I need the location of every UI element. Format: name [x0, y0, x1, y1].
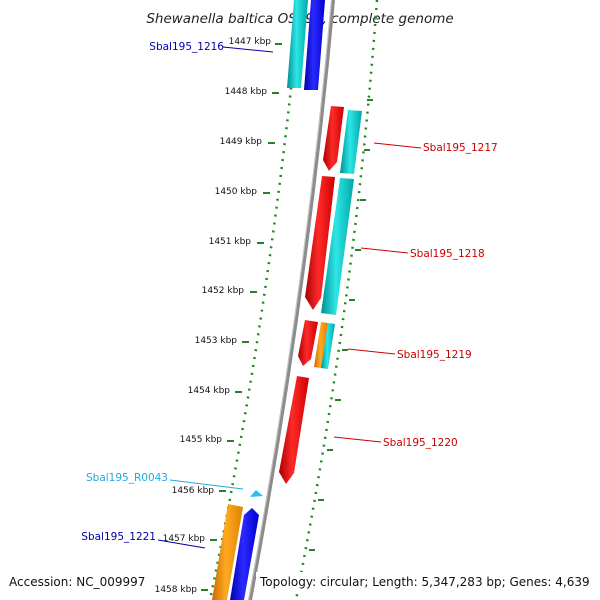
- kbp-tick-1456: 1456 kbp: [172, 486, 226, 496]
- kbp-label: 1450 kbp: [215, 187, 258, 197]
- kbp-tick-1449: 1449 kbp: [220, 137, 275, 147]
- gene-sbal195-1216[interactable]: [287, 0, 325, 90]
- kbp-tick-1455: 1455 kbp: [180, 435, 234, 445]
- label-sbal195-1217[interactable]: Sbal195_1217: [423, 142, 498, 154]
- rna-sbal195-r0043[interactable]: [250, 490, 263, 497]
- label-sbal195-1221[interactable]: Sbal195_1221: [81, 531, 156, 543]
- kbp-label: 1456 kbp: [172, 486, 215, 496]
- kbp-tick-1451: 1451 kbp: [209, 237, 264, 247]
- accession-text: Accession: NC_009997: [9, 575, 145, 589]
- kbp-tick-1457: 1457 kbp: [163, 534, 217, 544]
- kbp-label: 1448 kbp: [225, 87, 268, 97]
- label-sbal195-r0043[interactable]: Sbal195_R0043: [86, 472, 168, 484]
- kbp-label: 1449 kbp: [220, 137, 263, 147]
- kbp-label: 1458 kbp: [155, 585, 198, 595]
- kbp-label: 1455 kbp: [180, 435, 223, 445]
- kbp-label: 1447 kbp: [229, 37, 272, 47]
- kbp-label: 1457 kbp: [163, 534, 206, 544]
- gene-sbal195-1221[interactable]: [212, 504, 259, 600]
- kbp-tick-1452: 1452 kbp: [202, 286, 257, 296]
- kbp-label: 1451 kbp: [209, 237, 252, 247]
- kbp-tick-1453: 1453 kbp: [195, 336, 249, 346]
- kbp-tick-1448: 1448 kbp: [225, 87, 279, 97]
- label-sbal195-1219[interactable]: Sbal195_1219: [397, 349, 472, 361]
- topology-text: Topology: circular; Length: 5,347,283 bp…: [259, 575, 590, 589]
- gene-sbal195-1219[interactable]: [298, 320, 335, 369]
- kbp-tick-1458: 1458 kbp: [155, 585, 208, 595]
- gene-labels: Sbal195_1216 Sbal195_1217 Sbal195_1218 S…: [81, 41, 498, 549]
- kbp-tick-1454: 1454 kbp: [188, 386, 242, 396]
- label-sbal195-1216[interactable]: Sbal195_1216: [149, 41, 224, 53]
- label-sbal195-1220[interactable]: Sbal195_1220: [383, 437, 458, 449]
- label-sbal195-1218[interactable]: Sbal195_1218: [410, 248, 485, 260]
- genome-backbone: [248, 0, 335, 600]
- gene-sbal195-1217[interactable]: [323, 106, 362, 174]
- kbp-tick-1447: 1447 kbp: [229, 37, 282, 47]
- kbp-label: 1454 kbp: [188, 386, 231, 396]
- kbp-label: 1453 kbp: [195, 336, 238, 346]
- outer-ruler-ticks: [309, 99, 373, 551]
- kbp-scale: 1447 kbp 1448 kbp 1449 kbp 1450 kbp 1451…: [155, 37, 282, 595]
- kbp-tick-1450: 1450 kbp: [215, 187, 270, 197]
- outer-ruler: [294, 0, 379, 600]
- kbp-label: 1452 kbp: [202, 286, 245, 296]
- gene-sbal195-1220[interactable]: [279, 376, 309, 484]
- gene-sbal195-1218[interactable]: [305, 176, 354, 315]
